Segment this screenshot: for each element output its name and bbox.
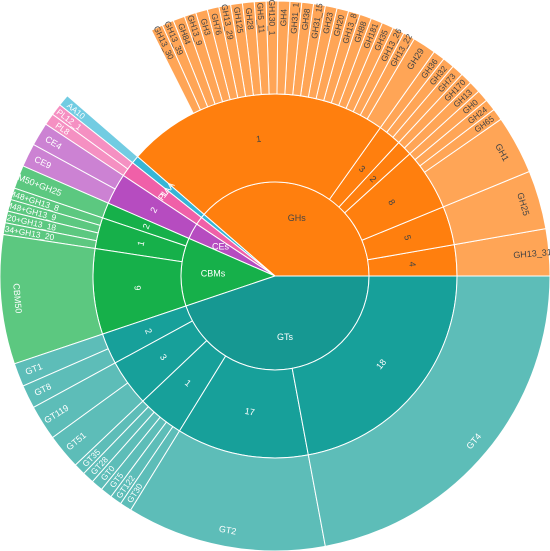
ring2-gts-4-label: 18 [374, 357, 388, 371]
ring1-gts-label: GTs [277, 332, 294, 342]
ring3-gh38-label: GH38 [299, 8, 312, 31]
ring3-segment-gh13-30[interactable] [150, 24, 202, 115]
ring2-gts-2-label: 1 [183, 378, 193, 389]
ring3-cbm50-label: CBM50 [11, 283, 24, 314]
ring3-gh28-label: GH28 [244, 7, 256, 30]
ring2-pl-0-label: 1 [158, 190, 169, 200]
ring2-ghs-5-label: 1 [256, 134, 262, 145]
ring3-gh13-31-label: GH13_31 [513, 247, 550, 260]
ring3-gh3-label: GH3 [199, 17, 213, 37]
ring3-gh5-11-label: GH5_11 [255, 2, 267, 33]
ring3-gh23-label: GH23 [321, 11, 335, 35]
ring3-gh31-1-label: GH31_1 [288, 2, 300, 34]
ring2-ghs-4-label: 3 [357, 163, 367, 174]
ring1-ghs-label: GHs [288, 213, 307, 223]
ring3-gh4-label: GH4 [278, 9, 289, 27]
ring2-ghs-1-label: 5 [402, 234, 413, 242]
ring2-gts-1-label: 3 [158, 352, 169, 362]
ring2-ghs-3-label: 2 [368, 174, 379, 185]
ring2-ces-0-label: 2 [148, 205, 159, 214]
ring2-gts-3-label: 17 [244, 406, 256, 418]
ring2-ghs-0-label: 4 [407, 261, 417, 267]
ring3-gt2-label: GT2 [218, 524, 237, 537]
ring2-gts-0-label: 2 [143, 327, 154, 336]
ring2-ghs-2-label: 8 [386, 198, 397, 208]
ring1-cbms-label: CBMs [201, 268, 226, 278]
ring3-gh76-label: GH76 [209, 12, 224, 36]
ring3-gh130-1-label: GH130_1 [267, 0, 277, 36]
ring2-cbms-1-label: 1 [135, 240, 146, 247]
ring2-cbms-2-label: 9 [132, 285, 142, 291]
ring1-ces-label: CEs [212, 241, 230, 251]
ring3-gh125-label: GH125 [232, 6, 246, 34]
ring2-cbms-0-label: 2 [141, 222, 152, 230]
